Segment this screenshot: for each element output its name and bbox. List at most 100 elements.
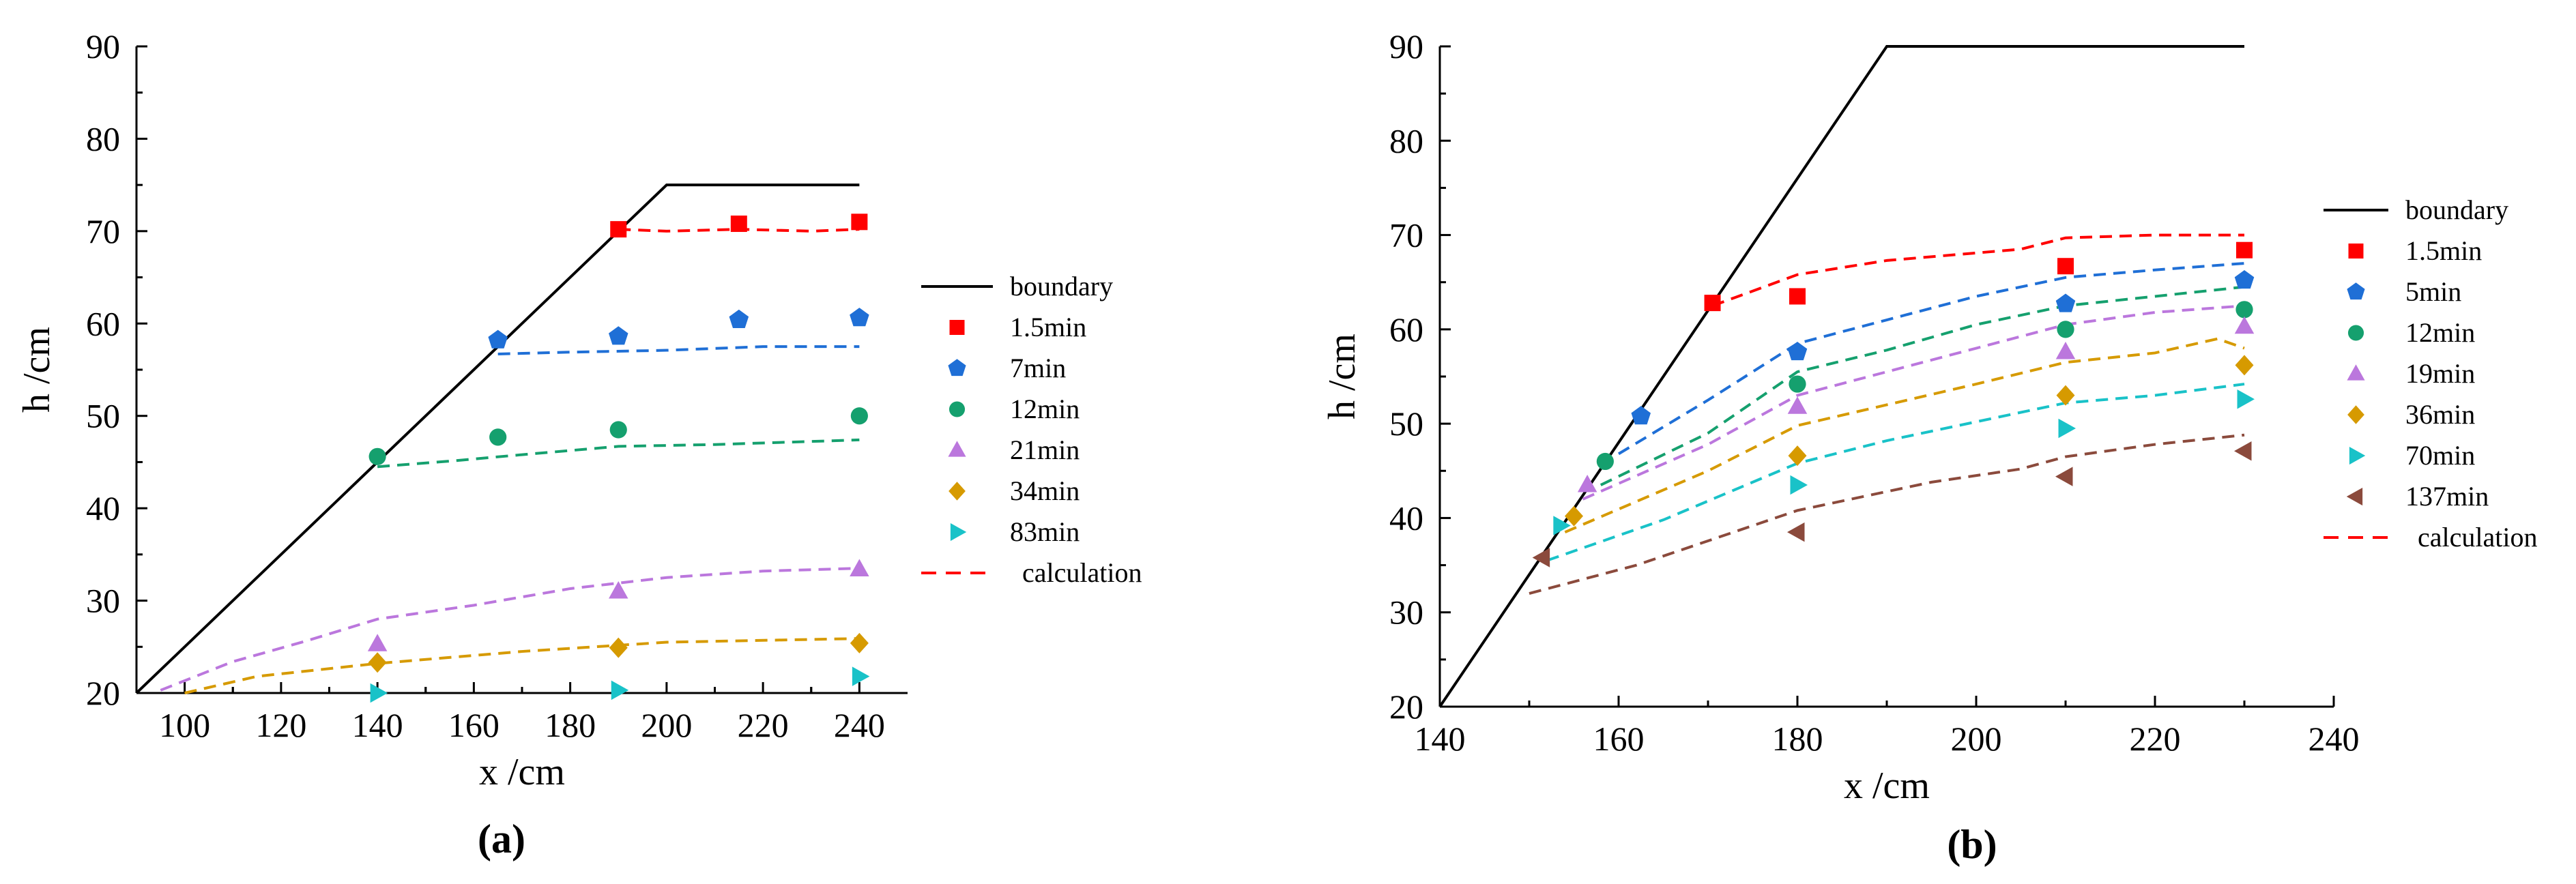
- legend-label-5min: 5min: [2405, 276, 2461, 307]
- calc-line-12min: [377, 438, 860, 469]
- point-19min: [2055, 342, 2076, 359]
- point-83min: [611, 680, 629, 701]
- x-tick-label: 120: [255, 706, 306, 744]
- point-83min: [852, 666, 870, 686]
- point-137min: [1787, 522, 1805, 542]
- point-21min: [850, 559, 869, 577]
- legend: boundary 1.5min 5min 12min 19min 36min 70min 13…: [2324, 194, 2537, 552]
- legend-marker-137min: [2346, 487, 2363, 506]
- point-70min: [2058, 418, 2076, 439]
- legend: boundary 1.5min 7min 12min 21min 34min 83min ca…: [921, 271, 1142, 588]
- point-5min: [1631, 406, 1651, 425]
- legend-marker-5min: [2347, 282, 2365, 300]
- y-axis-label: h /cm: [1321, 334, 1363, 419]
- calc-line-70min: [1546, 383, 2245, 562]
- x-tick-label: 180: [1772, 720, 1823, 758]
- point-1.5min: [730, 216, 747, 233]
- legend-calc-label: calculation: [2418, 522, 2537, 552]
- legend-label-83min: 83min: [1010, 516, 1080, 547]
- legend-marker-19min: [2347, 364, 2365, 381]
- calc-line-34min: [184, 637, 860, 694]
- point-12min: [368, 447, 386, 465]
- legend-label-7min: 7min: [1010, 353, 1066, 383]
- y-tick-label: 70: [86, 212, 120, 250]
- point-12min: [1596, 452, 1614, 471]
- x-tick-label: 200: [1951, 720, 2002, 758]
- point-12min: [2235, 301, 2253, 319]
- point-5min: [1787, 342, 1808, 361]
- x-tick-label: 200: [641, 706, 692, 744]
- point-36min: [2056, 385, 2075, 406]
- panel-label: (a): [478, 816, 525, 861]
- calc-line-137min: [1529, 433, 2245, 595]
- calc-line-7min: [497, 345, 860, 355]
- calc-line-1.5min: [1711, 233, 2244, 308]
- point-70min: [1553, 516, 1571, 535]
- x-tick-label: 180: [545, 706, 596, 744]
- chart-a: 20 30 40 50 60 70 80 90 100 120 140 160 180 200 220 240…: [16, 27, 1142, 861]
- legend-label-12min: 12min: [2405, 317, 2475, 348]
- point-70min: [2237, 389, 2255, 409]
- chart-b: 20 30 40 50 60 70 80 90 140 160 180 200 220 240 x /cm h…: [1321, 27, 2537, 867]
- point-34min: [850, 632, 869, 653]
- point-19min: [2234, 316, 2255, 334]
- point-137min: [1532, 548, 1550, 568]
- point-137min: [2234, 441, 2252, 461]
- point-21min: [367, 634, 388, 651]
- point-12min: [2057, 321, 2074, 338]
- x-axis-label: x /cm: [1844, 765, 1930, 807]
- point-70min: [1790, 475, 1808, 495]
- legend-marker-1.5min: [949, 320, 965, 335]
- calc-line-36min: [1564, 337, 2245, 534]
- panel-label: (b): [1947, 822, 1997, 867]
- point-1.5min: [851, 213, 868, 231]
- point-5min: [2234, 269, 2255, 289]
- legend-marker-70min: [2349, 446, 2366, 465]
- legend-marker-21min: [948, 441, 966, 457]
- point-1.5min: [2236, 241, 2253, 259]
- x-tick-label: 160: [448, 706, 500, 744]
- calc-line-19min: [1582, 304, 2245, 501]
- legend-marker-36min: [2347, 405, 2364, 424]
- x-tick-label: 100: [159, 706, 210, 744]
- point-7min: [729, 309, 749, 329]
- legend-label-137min: 137min: [2405, 481, 2489, 512]
- point-7min: [488, 329, 508, 349]
- legend-label-1.5min: 1.5min: [1010, 312, 1086, 342]
- point-5min: [2055, 293, 2076, 312]
- y-tick-label: 90: [1389, 27, 1423, 65]
- legend-marker-12min: [949, 401, 966, 417]
- legend-boundary-label: boundary: [2405, 194, 2508, 225]
- y-tick-label: 30: [86, 582, 120, 620]
- calc-line-21min: [160, 567, 860, 692]
- point-83min: [370, 683, 388, 703]
- legend-label-19min: 19min: [2405, 358, 2475, 389]
- legend-label-70min: 70min: [2405, 440, 2475, 471]
- y-tick-label: 60: [1389, 310, 1423, 349]
- point-12min: [609, 421, 627, 439]
- legend-calc-label: calculation: [1022, 557, 1142, 588]
- point-12min: [489, 428, 507, 446]
- legend-label-1.5min: 1.5min: [2405, 235, 2482, 266]
- y-tick-label: 40: [86, 489, 120, 527]
- x-tick-label: 140: [352, 706, 403, 744]
- x-tick-label: 140: [1415, 720, 1466, 758]
- legend-label-36min: 36min: [2405, 399, 2475, 430]
- point-137min: [2055, 467, 2073, 486]
- y-tick-label: 20: [86, 674, 120, 712]
- legend-marker-1.5min: [2348, 244, 2364, 259]
- point-7min: [850, 308, 869, 327]
- legend-marker-34min: [949, 482, 966, 501]
- y-tick-label: 50: [86, 397, 120, 435]
- y-tick-label: 60: [86, 304, 120, 342]
- boundary-line: [135, 183, 860, 694]
- point-1.5min: [610, 221, 627, 238]
- point-21min: [609, 581, 628, 599]
- x-tick-label: 240: [2309, 720, 2360, 758]
- y-tick-label: 80: [1389, 121, 1423, 160]
- point-34min: [368, 652, 387, 673]
- legend-marker-12min: [2347, 325, 2364, 341]
- y-tick-label: 70: [1389, 216, 1423, 254]
- y-tick-label: 90: [86, 27, 120, 65]
- x-axis-label: x /cm: [479, 751, 565, 793]
